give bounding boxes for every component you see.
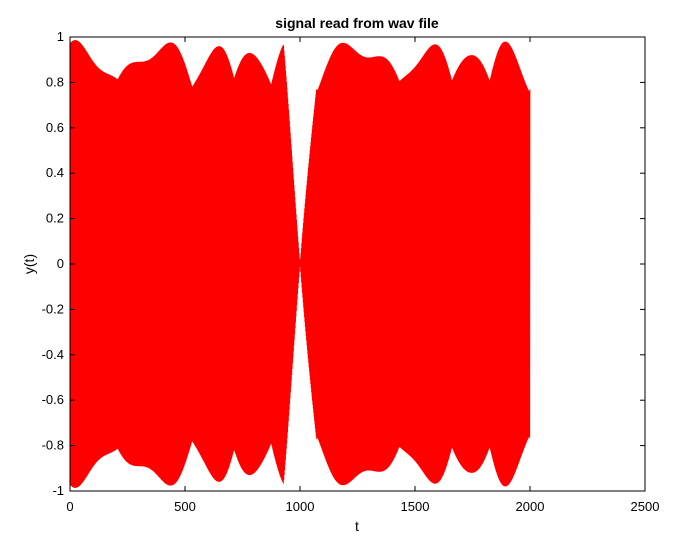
x-tick-label: 1500	[401, 499, 430, 514]
x-tick-label: 1000	[286, 499, 315, 514]
x-tick-label: 0	[66, 499, 73, 514]
series-line	[69, 40, 531, 488]
y-tick-label: 0.4	[46, 165, 64, 180]
plot-area	[69, 40, 531, 488]
y-tick-label: -0.4	[42, 347, 64, 362]
y-tick-label: -0.6	[42, 392, 64, 407]
y-tick-label: -1	[52, 483, 64, 498]
x-axis-label: t	[355, 518, 359, 534]
y-tick-label: 0.6	[46, 120, 64, 135]
x-tick-label: 2000	[516, 499, 545, 514]
y-tick-label: -0.2	[42, 301, 64, 316]
y-axis: -1 -0.8 -0.6 -0.4 -0.2 0 0.2 0.4 0.6 0.8 1	[42, 29, 645, 498]
x-tick-label: 2500	[631, 499, 660, 514]
x-tick-label: 500	[174, 499, 196, 514]
x-axis: 0 500 1000 1500 2000 2500	[66, 37, 659, 514]
y-axis-label: y(t)	[21, 254, 37, 274]
chart-title: signal read from wav file	[275, 15, 439, 31]
y-tick-label: -0.8	[42, 438, 64, 453]
y-tick-label: 1	[57, 29, 64, 44]
y-tick-label: 0.8	[46, 74, 64, 89]
y-tick-label: 0	[57, 256, 64, 271]
y-tick-label: 0.2	[46, 211, 64, 226]
